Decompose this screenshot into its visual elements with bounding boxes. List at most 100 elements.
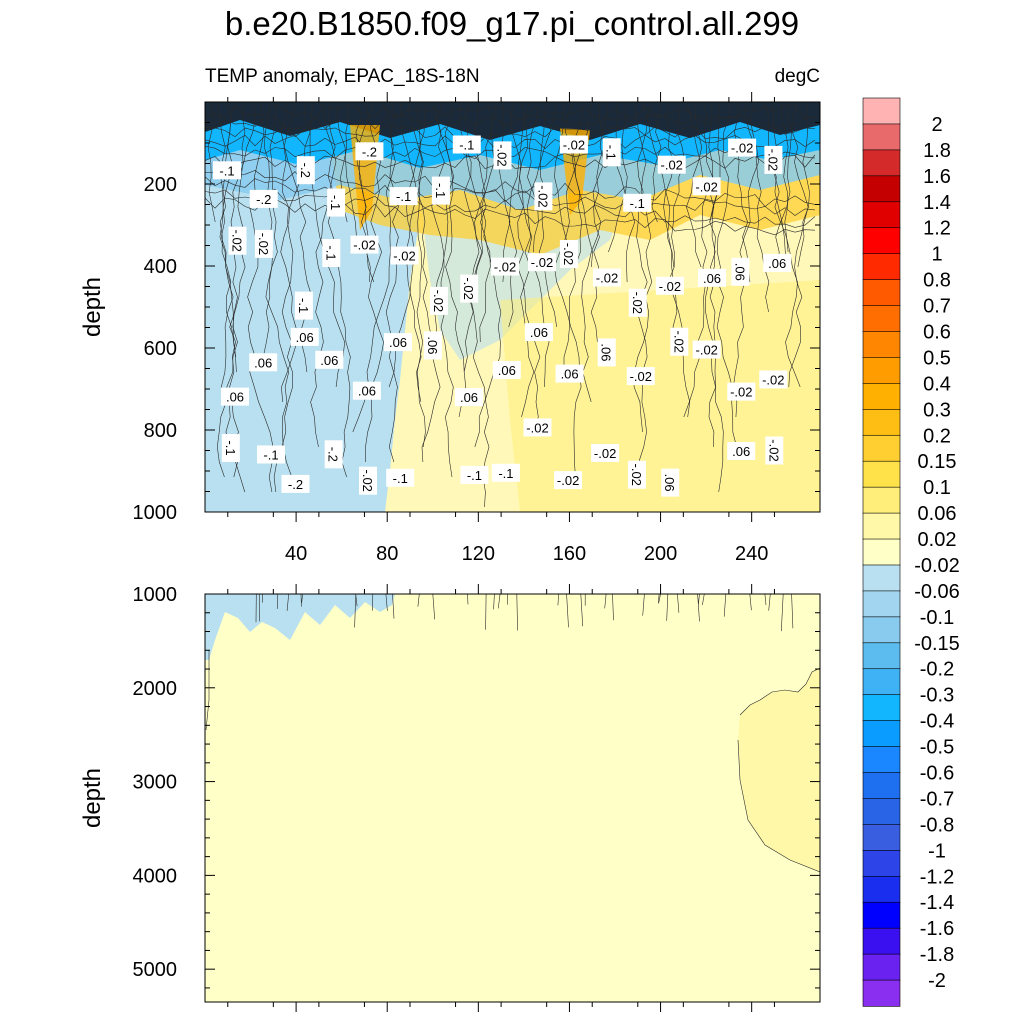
- contour-label: -.1: [491, 463, 520, 482]
- contour-label: -.02: [655, 276, 684, 295]
- upper-east-warm-region: [500, 280, 820, 512]
- colorbar-swatch: [862, 772, 901, 800]
- contour-label: -.1: [602, 138, 621, 167]
- contour-label-box: [728, 138, 757, 157]
- contour-label-box: [523, 418, 552, 437]
- lower-patch-contour-top: [739, 667, 820, 716]
- contour-label-text: -.02: [531, 255, 553, 270]
- lower-contour-lines: [205, 594, 820, 873]
- contour-label-text: .06: [425, 336, 440, 354]
- contour-label-box: [249, 353, 278, 372]
- contour-label-box: [359, 466, 377, 495]
- upper-contour-line: [780, 102, 801, 388]
- contour-label: -.02: [765, 436, 784, 465]
- lower-contour-tick: [658, 594, 660, 603]
- upper-contour-line: [226, 102, 256, 478]
- colorbar-swatch: [862, 512, 901, 540]
- lower-contour-tick: [392, 594, 395, 619]
- contour-label-text: .06: [296, 330, 314, 345]
- colorbar-level-label: 0.2: [923, 425, 951, 447]
- y-tick-label: 200: [144, 174, 177, 196]
- lower-contour-tick: [749, 594, 752, 611]
- contour-label-box: [524, 323, 553, 342]
- contour-label-box: [493, 141, 512, 170]
- lower-contour-tick: [354, 594, 357, 628]
- contour-label: -.02: [728, 138, 757, 157]
- colorbar-swatch: [862, 798, 901, 826]
- colorbar-level-label: 0.5: [923, 347, 951, 369]
- contour-label: -.1: [327, 188, 346, 217]
- contour-label: -.1: [452, 135, 481, 154]
- upper-contour-line: [771, 102, 791, 268]
- contour-label-text: -.02: [393, 249, 415, 264]
- upper-contour-line: [554, 102, 571, 253]
- x-tick-label: 80: [376, 543, 398, 565]
- contour-label: -.1: [322, 239, 341, 267]
- contour-label-text: -.2: [256, 192, 271, 207]
- contour-label-box: [281, 474, 310, 493]
- contour-label: .06: [597, 338, 616, 367]
- contour-label: .06: [661, 468, 680, 497]
- lower-contour-tick: [286, 594, 289, 611]
- colorbar-level-label: -0.5: [920, 737, 954, 759]
- upper-contour-line: [220, 102, 237, 358]
- contour-label: .06: [524, 323, 553, 342]
- upper-contour-line: [336, 102, 357, 253]
- y-tick-label: 3000: [133, 772, 178, 794]
- lower-patch-contour-bottom: [737, 739, 820, 873]
- colorbar-swatch: [862, 694, 901, 722]
- upper-axis-ticks: [205, 92, 820, 522]
- upper-contour-line: [364, 102, 384, 463]
- upper-contour-line: [247, 102, 274, 493]
- colorbar-swatch: [862, 383, 901, 411]
- contour-label-box: [593, 268, 621, 287]
- contour-label-box: [534, 182, 553, 211]
- colorbar-swatch: [862, 953, 901, 981]
- contour-label-box: [763, 253, 792, 272]
- contour-label-box: [327, 188, 346, 217]
- upper-x-tick-labels: 40 80 120 160 200 240: [285, 543, 768, 565]
- lower-contour-tick: [658, 594, 661, 604]
- colorbar-level-label: 2: [931, 114, 942, 136]
- contour-label-text: .06: [768, 256, 786, 271]
- upper-contour-line: [399, 102, 441, 463]
- contour-label-box: [452, 135, 481, 154]
- lower-contour-tick: [764, 594, 767, 606]
- lower-contour-tick: [698, 594, 700, 605]
- upper-contour-labels: -.1-.2-.2-.1-.2-.1 -.1-.1 -.02-.02-.02 -.1-…: [213, 135, 792, 497]
- contour-label: -.1: [431, 176, 450, 205]
- upper-contour-line: [309, 102, 346, 388]
- contour-label-box: [315, 350, 344, 369]
- lower-axis-ticks: [205, 584, 820, 1012]
- contour-label: .06: [763, 253, 792, 272]
- contour-label-text: -.1: [393, 471, 408, 486]
- colorbar-level-label: -0.02: [914, 555, 960, 577]
- colorbar-swatch: [862, 175, 901, 203]
- contour-label: -.02: [764, 145, 783, 174]
- contour-label-box: [213, 161, 241, 180]
- lower-contour-tick: [723, 594, 727, 617]
- contour-label-text: -.1: [323, 245, 338, 260]
- contour-label-box: [559, 135, 588, 154]
- colorbar-level-label: -0.2: [920, 659, 954, 681]
- colorbar-swatch: [862, 434, 901, 462]
- colorbar-level-label: -2: [928, 970, 946, 992]
- colorbar-swatch: [862, 201, 901, 229]
- contour-label: -.02: [228, 226, 247, 255]
- contour-label-box: [692, 177, 721, 196]
- colorbar-swatch: [862, 746, 901, 774]
- colorbar-level-label: 1.2: [923, 218, 951, 240]
- upper-contour-line: [310, 102, 336, 448]
- contour-label-text: -.1: [396, 189, 411, 204]
- colorbar-level-label: -0.7: [920, 789, 954, 811]
- upper-thermocline-contour: [205, 104, 816, 120]
- contour-label-box: [559, 240, 578, 268]
- lower-contour-tick: [493, 594, 495, 610]
- contour-label: -.02: [627, 460, 646, 489]
- contour-label-text: -.02: [695, 179, 717, 194]
- contour-label: .06: [384, 333, 412, 352]
- contour-label-text: -.02: [762, 372, 784, 387]
- lower-contour-tick: [467, 594, 469, 605]
- upper-contour-line: [763, 102, 781, 268]
- upper-contour-lines: [205, 102, 816, 508]
